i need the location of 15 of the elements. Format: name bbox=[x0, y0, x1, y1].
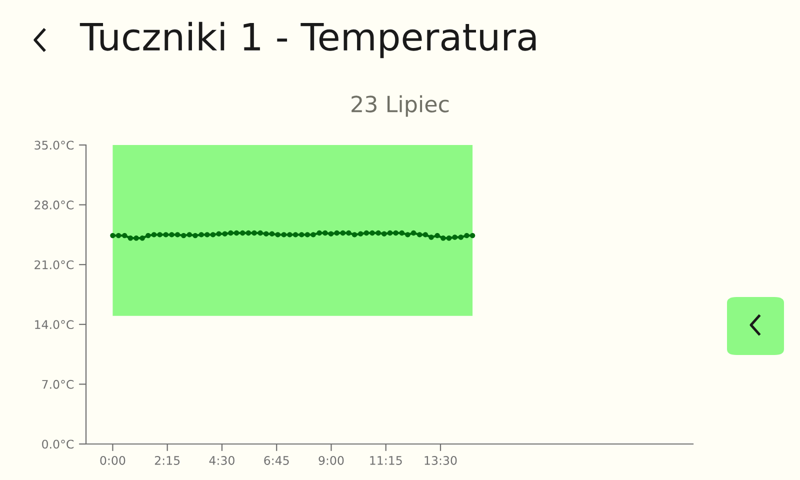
y-tick-label: 0.0°C bbox=[42, 440, 74, 449]
x-tick-label: 9:00 bbox=[318, 456, 344, 465]
y-tick-label: 28.0°C bbox=[34, 200, 74, 210]
y-tick-label: 7.0°C bbox=[42, 380, 74, 389]
chart-title: Tuczniki 1 - Temperatura bbox=[80, 22, 536, 58]
y-tick-label: 21.0°C bbox=[34, 260, 74, 270]
x-tick-label: 4:30 bbox=[209, 456, 234, 465]
x-tick-label: 11:15 bbox=[370, 456, 402, 465]
y-tick-label: 35.0°C bbox=[34, 140, 74, 150]
chart-subtitle: 23 Lipiec bbox=[352, 95, 449, 117]
x-tick-label: 0:00 bbox=[100, 456, 126, 465]
y-tick-label: 14.0°C bbox=[35, 320, 74, 330]
x-tick-label: 13:30 bbox=[424, 456, 457, 465]
x-tick-label: 2:15 bbox=[154, 456, 180, 465]
x-tick-label: 6:45 bbox=[264, 456, 289, 465]
